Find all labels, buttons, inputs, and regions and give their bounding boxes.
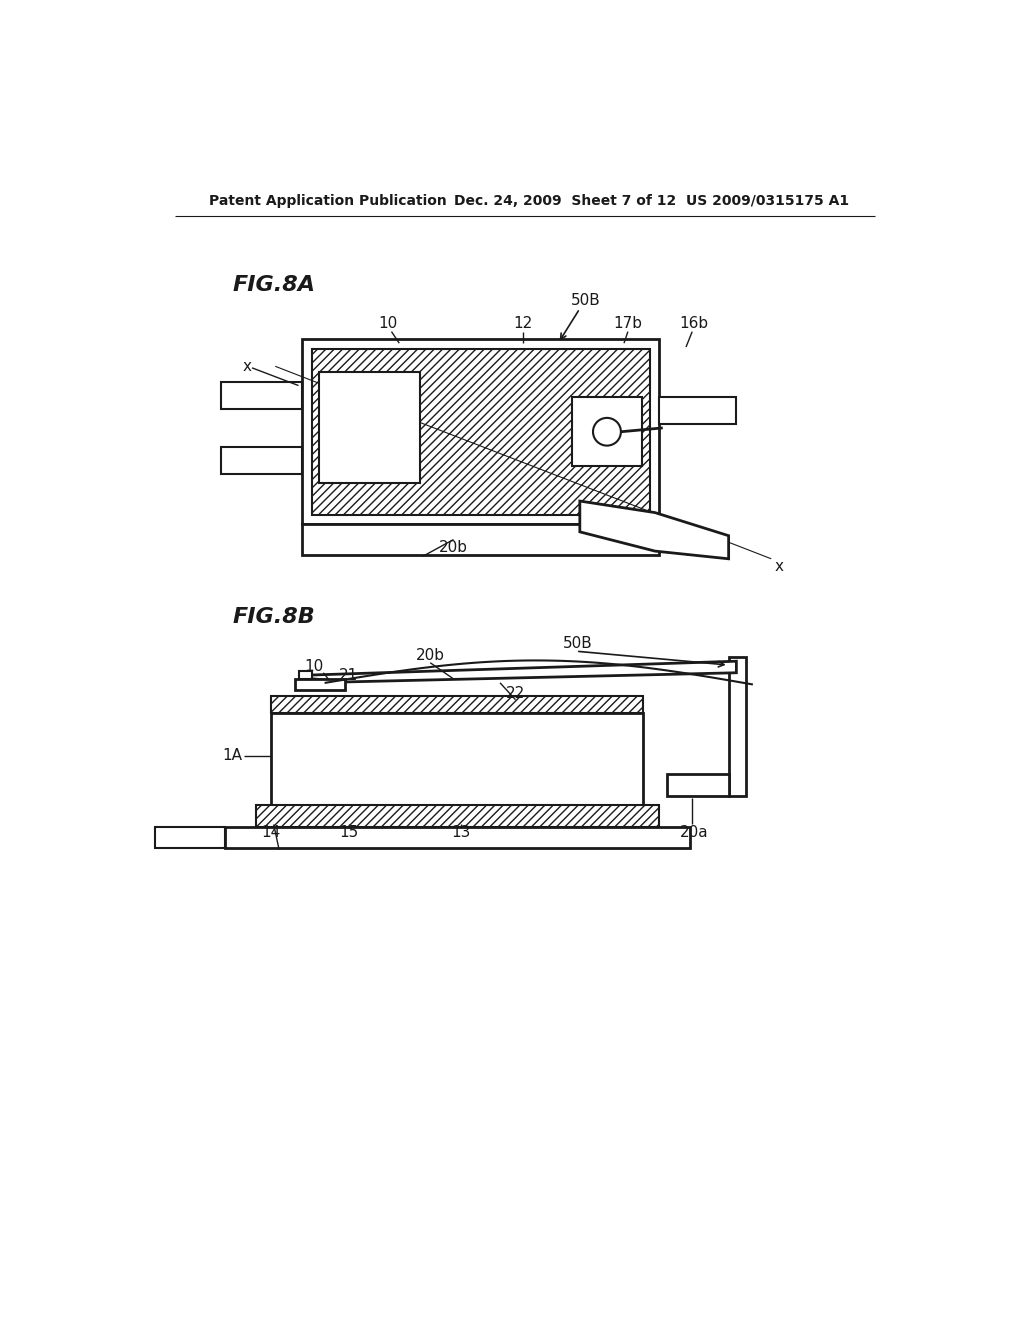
Bar [155,826,225,849]
Text: 12: 12 [514,317,532,331]
Bar [221,447,302,474]
Bar [667,775,729,796]
Bar [302,339,658,524]
Text: 20a: 20a [680,825,708,840]
Bar [311,348,649,515]
Polygon shape [310,661,736,682]
Text: FIG.8B: FIG.8B [232,607,315,627]
Text: 50B: 50B [562,636,592,651]
Bar [319,372,420,483]
Bar [271,696,643,713]
Bar [225,826,690,849]
Bar [299,671,312,678]
Bar [271,713,643,805]
Text: 21: 21 [339,668,358,684]
Text: 10: 10 [378,317,397,331]
Text: 15: 15 [339,825,358,840]
Polygon shape [580,502,729,558]
Text: Dec. 24, 2009  Sheet 7 of 12: Dec. 24, 2009 Sheet 7 of 12 [454,194,676,207]
Bar [729,657,745,796]
Circle shape [593,418,621,446]
Bar [295,678,345,689]
Text: x: x [774,558,783,574]
Bar [658,397,736,424]
Text: 13: 13 [452,825,471,840]
Text: 22: 22 [506,686,525,701]
Text: 50B: 50B [570,293,600,309]
Text: x: x [243,359,252,374]
Text: 16b: 16b [679,317,709,331]
Text: FIG.8A: FIG.8A [232,276,315,296]
Text: 20b: 20b [416,648,444,663]
Bar [302,524,658,554]
Text: 10: 10 [304,659,324,675]
Bar [221,381,302,409]
Text: 1A: 1A [222,748,243,763]
Text: 14: 14 [262,825,281,840]
Text: Patent Application Publication: Patent Application Publication [209,194,447,207]
Text: 20a: 20a [686,544,715,558]
Bar [572,397,642,466]
Text: 20b: 20b [439,540,468,554]
Bar [256,805,658,826]
Text: 17b: 17b [613,317,642,331]
Text: US 2009/0315175 A1: US 2009/0315175 A1 [686,194,849,207]
